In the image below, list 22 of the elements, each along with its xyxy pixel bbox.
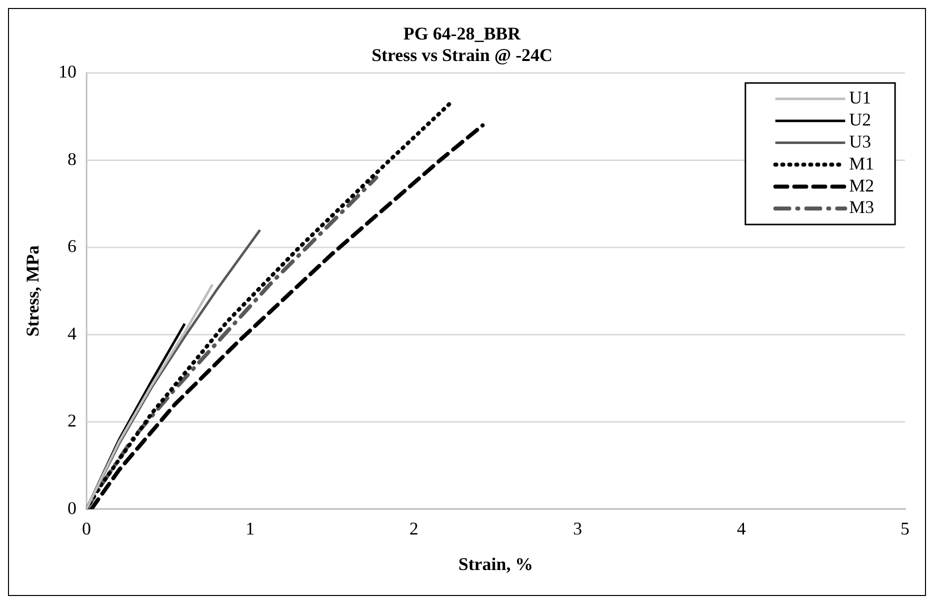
legend-label: U1 (849, 88, 872, 108)
chart-title: PG 64-28_BBR (403, 23, 522, 44)
legend-label: U3 (849, 131, 872, 152)
legend-label: M1 (849, 153, 874, 174)
x-tick-label: 1 (246, 518, 255, 539)
y-tick-label: 10 (58, 62, 76, 82)
y-tick-label: 0 (67, 498, 76, 518)
x-tick-label: 4 (736, 518, 746, 539)
legend-label: M3 (849, 197, 874, 218)
y-tick-label: 8 (67, 148, 76, 169)
x-tick-label: 0 (82, 518, 91, 539)
legend-label: M2 (849, 175, 874, 196)
y-tick-label: 2 (67, 410, 76, 431)
x-tick-label: 5 (900, 518, 910, 539)
y-tick-label: 6 (67, 236, 76, 256)
legend-label: U2 (849, 110, 872, 130)
x-axis-title: Strain, % (458, 554, 534, 574)
x-tick-label: 2 (409, 518, 418, 539)
x-tick-label: 3 (573, 518, 582, 539)
chart-subtitle: Stress vs Strain @ -24C (372, 44, 552, 65)
y-tick-label: 4 (67, 323, 76, 344)
y-axis-title: Stress, MPa (22, 245, 42, 337)
